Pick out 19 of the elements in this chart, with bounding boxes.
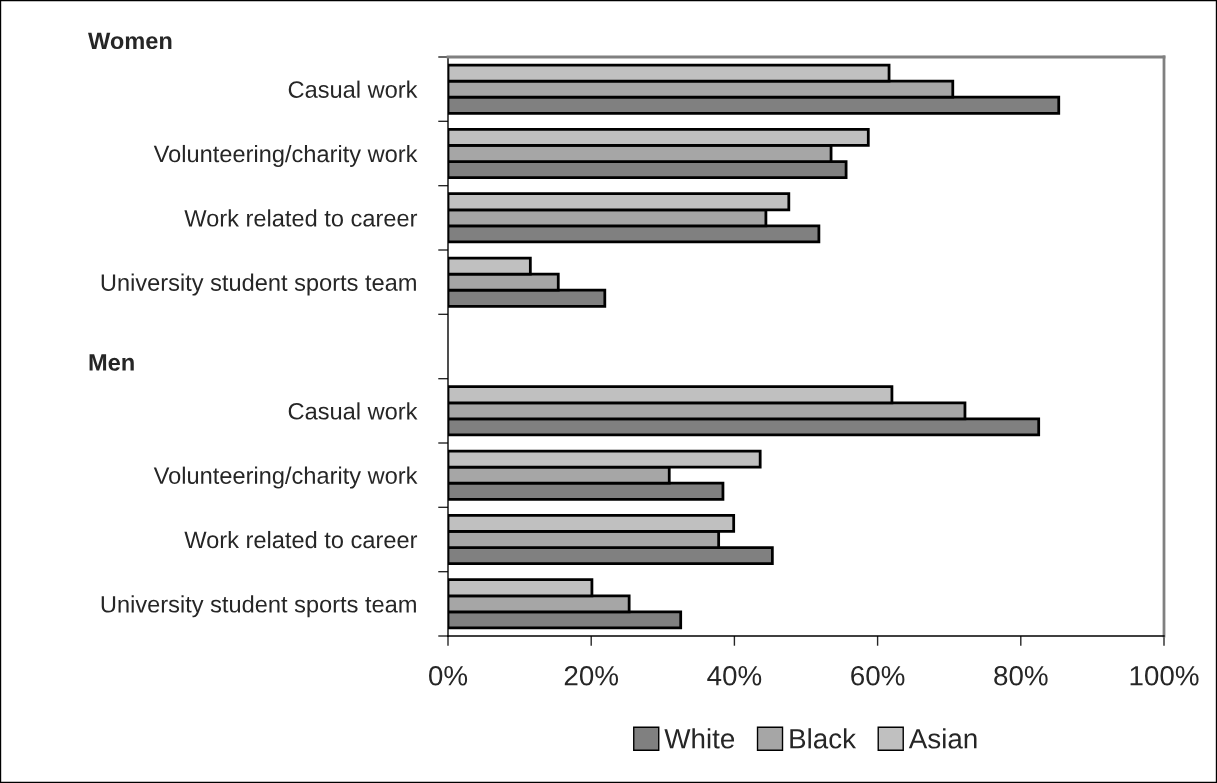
y-tick-label: University student sports team [101,595,416,618]
text: Women [88,32,172,50]
y-tick-label: Volunteering/charity work [153,144,418,167]
x-tick-label: 40% [707,665,762,686]
y-tick-label: Work related to career [184,209,418,227]
legend-label: Black [790,728,857,749]
text: Men [89,354,134,371]
y-tick-label: Volunteering/charity work [153,466,418,489]
x-tick-label: 0% [429,665,468,686]
legend-label: Asian [908,728,977,749]
x-tick-label: 60% [851,665,905,686]
x-tick-label: 100% [1130,665,1199,686]
y-tick-label: Casual work [288,80,418,98]
x-tick-label: 20% [564,665,619,686]
x-tick-label: 80% [994,665,1048,686]
legend-label: White [664,728,735,749]
y-tick-label: Work related to career [184,530,418,549]
y-tick-label: University student sports team [101,273,416,296]
y-tick-label: Casual work [288,402,418,420]
